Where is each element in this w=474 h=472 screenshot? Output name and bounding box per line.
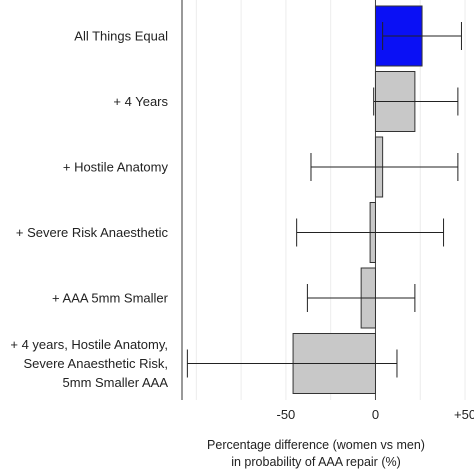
error-bar: [373, 87, 459, 116]
x-tick-label: +50: [454, 407, 474, 422]
x-axis-title-line: Percentage difference (women vs men): [207, 438, 425, 452]
category-label: + Hostile Anatomy: [63, 160, 169, 175]
error-bar: [382, 22, 462, 50]
category-label: All Things Equal: [74, 29, 168, 44]
x-tick-labels: -50 0 +50: [277, 407, 474, 422]
category-label: + Severe Risk Anaesthetic: [16, 225, 169, 240]
x-axis-title: Percentage difference (women vs men) in p…: [207, 438, 425, 469]
x-tick-label: -50: [277, 407, 296, 422]
category-label: + 4 years, Hostile Anatomy, Severe Anaest…: [10, 337, 168, 390]
x-tick-label: 0: [372, 407, 379, 422]
category-label: + AAA 5mm Smaller: [52, 291, 169, 306]
error-bar: [310, 153, 459, 181]
error-bar: [186, 349, 398, 378]
error-bar: [306, 284, 416, 312]
x-axis-title-line: in probability of AAA repair (%): [231, 455, 401, 469]
category-label: + 4 Years: [113, 94, 168, 109]
error-bars: [186, 22, 462, 378]
error-bar: [296, 218, 445, 247]
category-labels: All Things Equal + 4 Years + Hostile Anato…: [10, 29, 169, 390]
bars: [292, 5, 423, 394]
